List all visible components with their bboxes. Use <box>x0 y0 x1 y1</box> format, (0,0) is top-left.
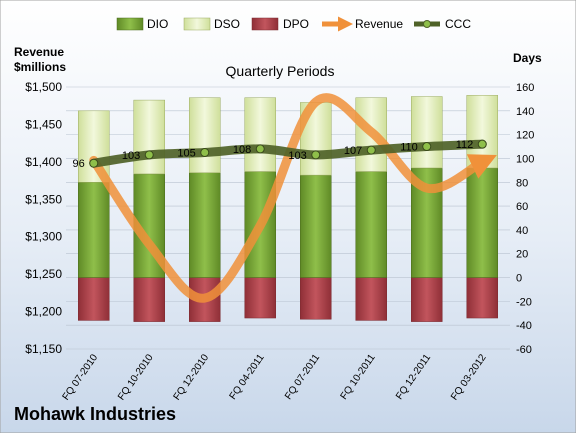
right-tick-label: 60 <box>516 201 528 213</box>
ccc-line <box>89 139 487 168</box>
bar-dpo <box>466 277 498 319</box>
ccc-marker <box>477 139 487 149</box>
legend-dpo-swatch <box>251 17 279 31</box>
legend-revenue: Revenue <box>322 16 403 32</box>
legend-ccc-label: CCC <box>445 17 471 31</box>
ccc-marker <box>255 144 265 154</box>
bar-dpo <box>355 277 387 321</box>
bar-dpo <box>133 277 165 322</box>
right-tick-label: 120 <box>516 130 534 142</box>
legend-ccc-marker <box>423 20 431 28</box>
left-tick-label: $1,150 <box>25 342 62 356</box>
right-tick-label: 40 <box>516 225 528 237</box>
bar-dpo <box>244 277 276 319</box>
bar-dio <box>300 174 332 278</box>
chart-title: Quarterly Periods <box>226 63 335 79</box>
bar-dio <box>189 172 221 278</box>
bar-dpo <box>411 277 443 322</box>
ccc-marker <box>200 148 210 157</box>
right-tick-label: 100 <box>516 153 534 165</box>
bar-dio <box>466 167 498 278</box>
legend-revenue-label: Revenue <box>355 17 403 31</box>
right-axis-label: Days <box>513 51 542 65</box>
right-tick-label: 140 <box>516 106 534 118</box>
ccc-data-label: 108 <box>233 144 251 156</box>
bar-dso <box>189 97 221 173</box>
right-tick-label: -40 <box>516 320 532 332</box>
right-tick-label: 0 <box>516 273 522 285</box>
ccc-marker <box>89 158 99 168</box>
bar-dso <box>411 96 443 169</box>
ccc-data-label: 105 <box>177 148 195 160</box>
legend-dio-swatch <box>116 17 144 31</box>
bar-dpo <box>300 277 332 320</box>
left-tick-label: $1,200 <box>25 305 62 319</box>
legend-dpo: DPO <box>251 17 309 31</box>
left-tick-label: $1,250 <box>25 267 62 281</box>
legend-dio-label: DIO <box>147 17 168 31</box>
company-name: Mohawk Industries <box>14 404 176 424</box>
ccc-data-label: 103 <box>288 150 306 162</box>
bar-dso <box>133 99 165 175</box>
revenue-line <box>89 93 497 303</box>
left-tick-label: $1,450 <box>25 117 62 131</box>
right-tick-label: -60 <box>516 344 532 356</box>
ccc-marker <box>366 145 376 155</box>
ccc-marker <box>311 150 321 160</box>
left-tick-label: $1,350 <box>25 192 62 206</box>
legend-dso-label: DSO <box>214 17 240 31</box>
ccc-data-label: 112 <box>456 139 474 151</box>
ccc-data-label: 107 <box>344 145 362 157</box>
bar-dpo <box>78 277 110 321</box>
ccc-marker <box>144 150 154 160</box>
bar-dso <box>466 95 498 169</box>
ccc-data-label: 96 <box>73 158 85 170</box>
left-axis-label-line2: $millions <box>14 60 66 74</box>
line-series <box>89 93 497 303</box>
right-tick-label: -20 <box>516 296 532 308</box>
left-tick-label: $1,500 <box>25 80 62 94</box>
ccc-marker <box>422 142 432 152</box>
right-tick-label: 80 <box>516 177 528 189</box>
ccc-data-labels: 96 103 105 108 103 107 110 112 <box>73 139 474 170</box>
legend-dio: DIO <box>116 17 168 31</box>
right-axis-ticks: -60 -40 -20 0 20 40 60 80 100 120 140 160 <box>516 82 534 356</box>
left-axis-label-line1: Revenue <box>14 45 64 59</box>
legend: DIO DSO DPO Revenue CCC <box>116 16 471 32</box>
legend-dpo-label: DPO <box>283 17 309 31</box>
ccc-data-label: 110 <box>400 142 418 154</box>
ccc-data-label: 103 <box>122 150 140 162</box>
bar-dso <box>244 97 276 172</box>
left-tick-label: $1,400 <box>25 155 62 169</box>
bar-dio <box>78 182 110 278</box>
left-axis-ticks: $1,150 $1,200 $1,250 $1,300 $1,350 $1,400 $1,4… <box>25 80 62 356</box>
bar-dio <box>355 171 387 278</box>
left-tick-label: $1,300 <box>25 230 62 244</box>
legend-dso-swatch <box>183 17 211 31</box>
legend-dso: DSO <box>183 17 240 31</box>
legend-ccc: CCC <box>414 17 471 31</box>
right-tick-label: 20 <box>516 249 528 261</box>
right-tick-label: 160 <box>516 82 534 94</box>
